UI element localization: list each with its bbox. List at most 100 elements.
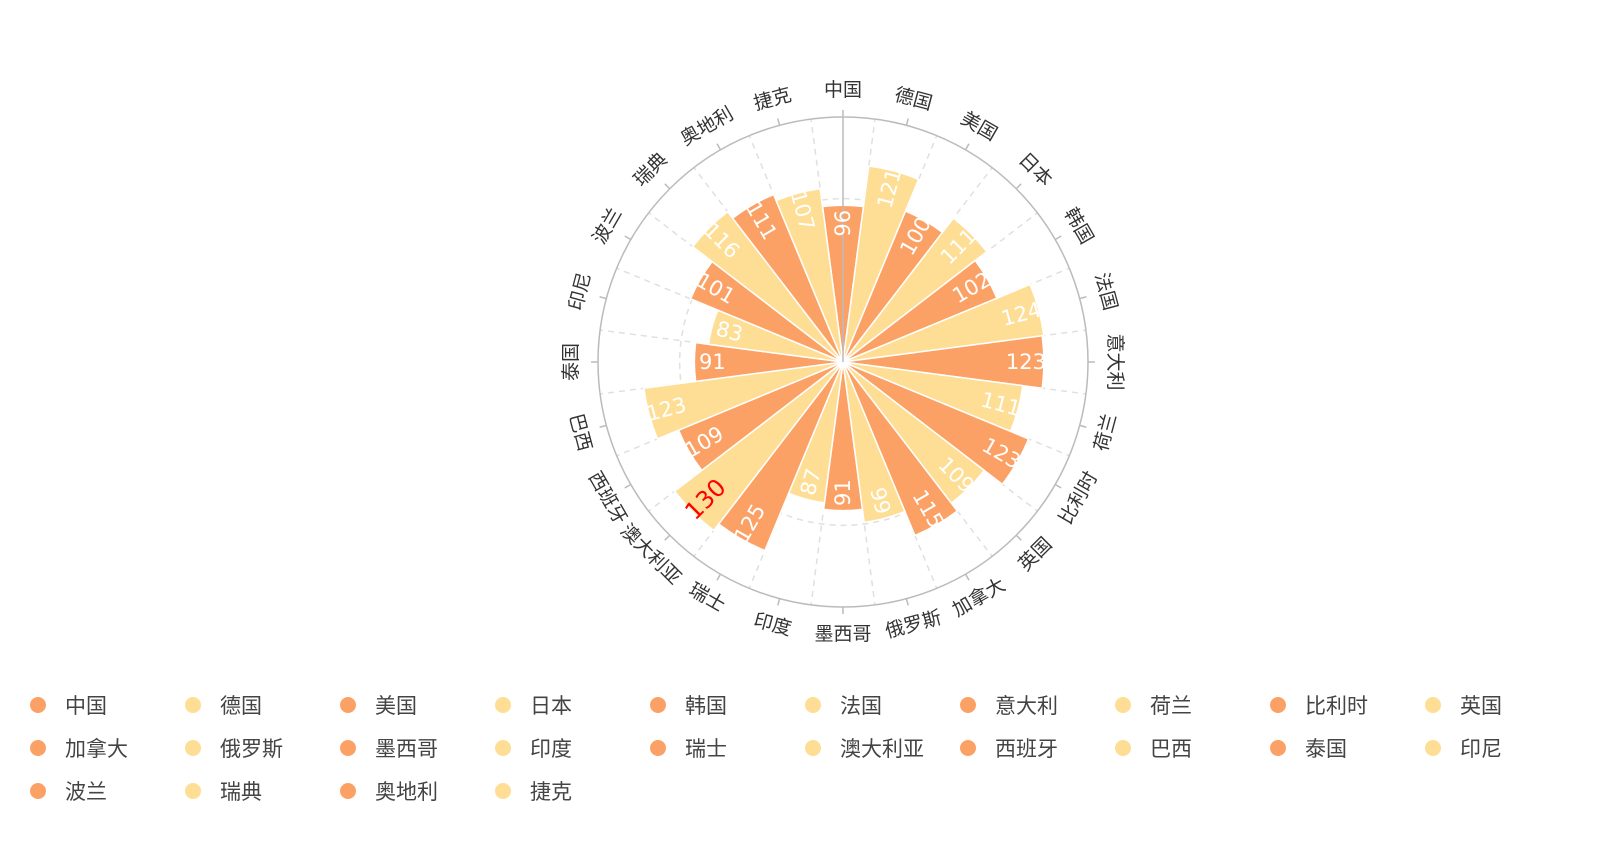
category-label: 捷克 xyxy=(751,84,793,115)
legend-label: 奥地利 xyxy=(375,780,438,804)
axis-tick xyxy=(624,235,632,241)
polar-bar-chart: 中国 德国美国日本韩国法国意大利荷兰比利时英国加拿大俄罗斯墨西哥印度瑞士澳大利亚西… xyxy=(560,79,1126,645)
category-label: 印尼 xyxy=(565,270,596,312)
legend-item[interactable]: 日本 xyxy=(495,690,650,720)
category-label: 瑞士 xyxy=(685,579,729,617)
axis-tick xyxy=(599,296,607,300)
legend-label: 美国 xyxy=(375,694,417,718)
category-label: 印度 xyxy=(751,609,793,640)
legend-item[interactable]: 澳大利亚 xyxy=(805,733,960,763)
legend-item[interactable]: 瑞士 xyxy=(650,733,805,763)
legend-swatch xyxy=(495,783,511,799)
legend-item[interactable]: 英国 xyxy=(1425,690,1580,720)
legend-label: 印尼 xyxy=(1460,737,1502,761)
legend-swatch xyxy=(185,783,201,799)
axis-tick xyxy=(624,483,632,489)
legend-item[interactable]: 加拿大 xyxy=(30,733,185,763)
category-label: 中国 xyxy=(824,79,862,101)
category-label: 美国 xyxy=(957,107,1001,145)
legend-item[interactable]: 捷克 xyxy=(495,776,650,806)
category-label: 波兰 xyxy=(588,204,626,248)
bar-意大利[interactable] xyxy=(842,334,1045,390)
legend-label: 意大利 xyxy=(995,694,1058,718)
legend-label: 加拿大 xyxy=(65,737,128,761)
legend-item[interactable]: 韩国 xyxy=(650,690,805,720)
axis-tick xyxy=(964,573,970,581)
axis-tick xyxy=(1015,183,1022,190)
data-label: 123 xyxy=(1006,350,1046,374)
legend-label: 西班牙 xyxy=(995,737,1058,761)
legend-item[interactable]: 泰国 xyxy=(1270,733,1425,763)
legend-item[interactable]: 中国 xyxy=(30,690,185,720)
category-label: 澳大利亚 xyxy=(616,520,685,589)
category-label: 德国 xyxy=(892,84,934,115)
bar-俄罗斯[interactable] xyxy=(842,361,906,524)
legend-item[interactable]: 德国 xyxy=(185,690,340,720)
bar-加拿大[interactable] xyxy=(842,361,959,537)
legend-swatch xyxy=(185,697,201,713)
legend-label: 俄罗斯 xyxy=(220,737,283,761)
legend-item[interactable]: 墨西哥 xyxy=(340,733,495,763)
data-label: 96 xyxy=(831,210,855,237)
legend-item[interactable]: 巴西 xyxy=(1115,733,1270,763)
bar-泰国[interactable] xyxy=(693,341,844,383)
legend-swatch xyxy=(1425,697,1441,713)
legend-swatch xyxy=(805,740,821,756)
axis-tick xyxy=(777,118,781,126)
legend-label: 法国 xyxy=(840,694,882,718)
legend-label: 瑞士 xyxy=(685,737,727,761)
bar-瑞典[interactable] xyxy=(691,210,844,363)
bar-墨西哥[interactable] xyxy=(822,361,864,512)
legend-swatch xyxy=(805,697,821,713)
bar-日本[interactable] xyxy=(842,217,988,363)
category-label: 法国 xyxy=(1090,270,1121,312)
legend-item[interactable]: 印尼 xyxy=(1425,733,1580,763)
legend-swatch xyxy=(30,783,46,799)
bar-巴西[interactable] xyxy=(642,361,844,440)
bar-澳大利亚[interactable] xyxy=(673,361,844,532)
axis-tick xyxy=(664,183,671,190)
legend-item[interactable]: 法国 xyxy=(805,690,960,720)
legend-swatch xyxy=(30,740,46,756)
category-label: 奥地利 xyxy=(677,103,737,151)
legend-swatch xyxy=(30,697,46,713)
axis-tick xyxy=(1054,235,1062,241)
legend-item[interactable]: 美国 xyxy=(340,690,495,720)
data-label: 91 xyxy=(831,479,855,506)
legend-label: 英国 xyxy=(1460,694,1502,718)
legend-item[interactable]: 俄罗斯 xyxy=(185,733,340,763)
legend-swatch xyxy=(650,697,666,713)
legend-swatch xyxy=(340,783,356,799)
category-label: 泰国 xyxy=(560,343,582,381)
legend-swatch xyxy=(1270,740,1286,756)
axis-tick xyxy=(964,143,970,151)
legend-item[interactable]: 奥地利 xyxy=(340,776,495,806)
axis-tick xyxy=(1079,296,1087,300)
axis-tick xyxy=(905,118,909,126)
legend-item[interactable]: 比利时 xyxy=(1270,690,1425,720)
axis-tick xyxy=(905,598,909,606)
category-label: 西班牙 xyxy=(584,468,632,528)
category-label: 荷兰 xyxy=(1090,411,1121,453)
data-label: 91 xyxy=(699,350,726,374)
legend-item[interactable]: 印度 xyxy=(495,733,650,763)
legend-item[interactable]: 瑞典 xyxy=(185,776,340,806)
bars xyxy=(642,165,1045,552)
legend-item[interactable]: 波兰 xyxy=(30,776,185,806)
legend-label: 巴西 xyxy=(1150,737,1192,761)
legend-item[interactable]: 西班牙 xyxy=(960,733,1115,763)
legend-item[interactable]: 意大利 xyxy=(960,690,1115,720)
legend-label: 墨西哥 xyxy=(375,737,438,761)
legend-label: 德国 xyxy=(220,694,262,718)
axis-tick xyxy=(1079,424,1087,428)
bar-比利时[interactable] xyxy=(842,361,1030,486)
legend-item[interactable]: 荷兰 xyxy=(1115,690,1270,720)
bar-法国[interactable] xyxy=(842,283,1045,363)
category-label: 意大利 xyxy=(1104,333,1126,390)
bar-德国[interactable] xyxy=(842,165,920,363)
legend-label: 瑞典 xyxy=(220,780,262,804)
bar-捷克[interactable] xyxy=(775,187,844,363)
bar-奥地利[interactable] xyxy=(731,193,844,363)
category-label: 加拿大 xyxy=(948,573,1009,621)
axis-tick xyxy=(599,424,607,428)
